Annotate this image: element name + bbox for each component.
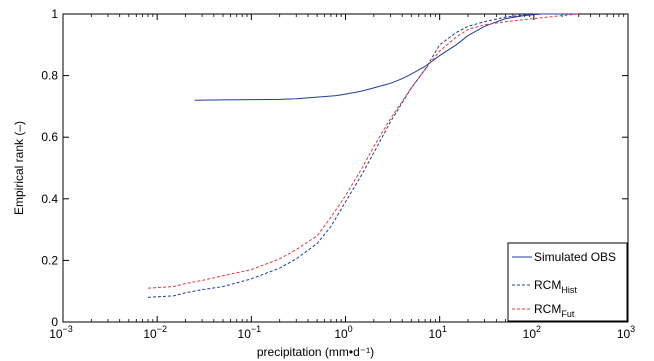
legend-label-main: Simulated OBS xyxy=(534,250,616,264)
series-line-2 xyxy=(148,13,579,289)
legend-label-sub: Hist xyxy=(561,285,577,295)
y-tick-label: 0 xyxy=(51,315,58,329)
x-tick-exponent: 0 xyxy=(348,324,353,334)
y-tick-label: 0.4 xyxy=(41,192,58,206)
x-tick-base: 10 xyxy=(334,327,348,341)
x-tick-exponent: 2 xyxy=(536,324,541,334)
series-line-0 xyxy=(194,13,579,101)
x-tick-label: 102 xyxy=(523,324,541,341)
legend-label-main: RCM xyxy=(534,278,561,292)
x-tick-exponent: −1 xyxy=(251,324,261,334)
legend-label-2: RCMFut xyxy=(534,302,575,319)
x-tick-label: 100 xyxy=(334,324,352,341)
legend-label-1: RCMHist xyxy=(534,278,577,295)
x-tick-exponent: −3 xyxy=(63,324,73,334)
x-tick-base: 10 xyxy=(617,327,631,341)
legend-label-0: Simulated OBS xyxy=(534,250,616,264)
legend-box xyxy=(507,242,628,322)
x-tick-base: 10 xyxy=(49,327,63,341)
y-tick-label: 0.8 xyxy=(41,69,58,83)
y-tick-label: 1 xyxy=(51,7,58,21)
x-tick-exponent: −2 xyxy=(157,324,167,334)
x-axis-title: precipitation (mm•d⁻¹) xyxy=(257,345,374,359)
x-tick-label: 10−2 xyxy=(143,324,167,341)
x-tick-base: 10 xyxy=(143,327,157,341)
x-tick-base: 10 xyxy=(428,327,442,341)
x-tick-label: 101 xyxy=(428,324,446,341)
x-tick-label: 103 xyxy=(617,324,635,341)
y-tick-label: 0.6 xyxy=(41,130,58,144)
x-tick-label: 10−1 xyxy=(238,324,262,341)
legend-label-main: RCM xyxy=(534,302,561,316)
x-tick-exponent: 1 xyxy=(442,324,447,334)
y-axis-title: Empirical rank (–) xyxy=(12,121,26,215)
x-tick-base: 10 xyxy=(523,327,537,341)
x-tick-base: 10 xyxy=(238,327,252,341)
legend-label-sub: Fut xyxy=(561,309,575,319)
x-tick-exponent: 3 xyxy=(630,324,635,334)
y-tick-label: 0.2 xyxy=(41,253,58,267)
x-tick-label: 10−3 xyxy=(49,324,73,341)
